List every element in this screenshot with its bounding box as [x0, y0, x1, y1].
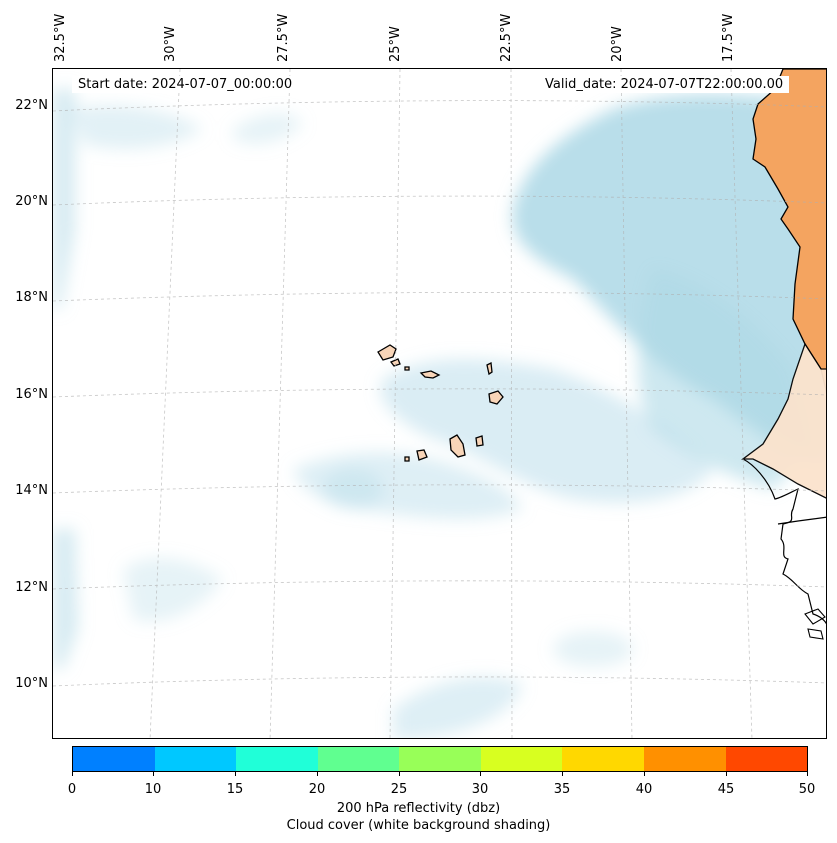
colorbar-tickmark [72, 772, 73, 776]
colorbar-segment [154, 747, 237, 771]
colorbar-tick-45: 45 [717, 782, 735, 797]
lat-line-10n [53, 676, 826, 687]
start-date-label: Start date: 2024-07-07_00:00:00 [72, 76, 299, 93]
cloud-patch-north [233, 113, 303, 144]
colorbar-label-reflectivity: 200 hPa reflectivity (dbz) [336, 801, 501, 816]
island-fogo [416, 449, 428, 461]
colorbar-label-cloud-cover: Cloud cover (white background shading) [286, 818, 551, 833]
africa-coast-central [741, 342, 826, 499]
lat-label-12n: 12°N [15, 580, 48, 595]
colorbar-tick-30: 30 [471, 782, 489, 797]
cloud-patch-nw [73, 105, 203, 149]
valid-date-label: Valid_date: 2024-07-07T22:00:00.00 [539, 76, 790, 93]
colorbar-tick-20: 20 [308, 782, 326, 797]
africa-coast-south [742, 458, 826, 625]
lat-line-12n [53, 580, 826, 590]
guinea-bissau-islands [804, 608, 826, 640]
colorbar-tick-25: 25 [390, 782, 408, 797]
colorbar-tick-10: 10 [144, 782, 162, 797]
lon-label-20w: 20°W [610, 26, 625, 62]
cloud-patch-south [393, 677, 523, 738]
cloud-band-central [380, 359, 713, 503]
lon-label-27-5w: 27.5°W [276, 13, 291, 62]
lon-line-20w [620, 69, 633, 738]
colorbar-tick-40: 40 [635, 782, 653, 797]
colorbar-segment [399, 747, 481, 771]
colorbar-tickmark [644, 772, 645, 776]
lon-line-17-5w [730, 69, 753, 738]
colorbar-tickmark [807, 772, 808, 776]
colorbar-segment [562, 747, 644, 771]
island-santa-luzia [404, 366, 410, 371]
lat-label-20n: 20°N [15, 194, 48, 209]
map-canvas [53, 69, 826, 738]
lon-line-22-5w [510, 69, 513, 738]
colorbar-tick-35: 35 [553, 782, 571, 797]
cloud-patch-sw [123, 558, 223, 622]
colorbar-tickmark [235, 772, 236, 776]
cloud-strip-west-south [53, 529, 78, 669]
colorbar-tick-15: 15 [226, 782, 244, 797]
colorbar-tickmark [562, 772, 563, 776]
land-layer [741, 69, 826, 640]
cloud-cover-layer [53, 79, 826, 738]
colorbar-tickmark [317, 772, 318, 776]
colorbar-segment [480, 747, 563, 771]
lon-label-17-5w: 17.5°W [721, 13, 736, 62]
colorbar-tickmark [399, 772, 400, 776]
lat-label-10n: 10°N [15, 676, 48, 691]
colorbar-segment [73, 747, 155, 771]
colorbar-segment [725, 747, 808, 771]
island-boa-vista [488, 390, 504, 405]
lon-line-30w [149, 69, 181, 738]
colorbar-segment [317, 747, 400, 771]
lon-line-25w [389, 69, 401, 738]
colorbar-segment [236, 747, 318, 771]
graticule [53, 69, 826, 738]
island-maio [475, 435, 484, 447]
colorbar-tick-0: 0 [67, 782, 77, 797]
island-sao-nicolau [419, 370, 441, 379]
cloud-patch-east-lower [553, 631, 633, 667]
cape-verde-islands [377, 344, 504, 462]
colorbar-tickmark [480, 772, 481, 776]
lat-label-22n: 22°N [15, 98, 48, 113]
island-sal [486, 362, 493, 376]
island-brava [404, 456, 410, 462]
colorbar-tickmark [153, 772, 154, 776]
map-frame [52, 68, 827, 739]
gambia-outline [777, 516, 826, 525]
colorbar [72, 746, 808, 772]
lon-label-25w: 25°W [388, 26, 403, 62]
lat-label-16n: 16°N [15, 387, 48, 402]
lat-label-18n: 18°N [15, 290, 48, 305]
lon-label-30w: 30°W [163, 26, 178, 62]
lat-line-22n [53, 100, 826, 112]
colorbar-segment [643, 747, 726, 771]
colorbar-tickmark [726, 772, 727, 776]
cloud-strip-west [53, 89, 75, 309]
lat-line-16n [53, 388, 826, 398]
lat-label-14n: 14°N [15, 483, 48, 498]
lon-label-22-5w: 22.5°W [499, 13, 514, 62]
colorbar-tick-50: 50 [798, 782, 816, 797]
lon-label-32-5w: 32.5°W [53, 13, 68, 62]
island-santo-antao [377, 344, 397, 361]
island-sao-vicente [389, 358, 401, 367]
lat-line-20n [53, 195, 826, 206]
lat-line-18n [53, 292, 826, 302]
island-santiago [449, 434, 466, 458]
cloud-patch-mid [323, 469, 383, 509]
lon-line-27-5w [269, 69, 291, 738]
